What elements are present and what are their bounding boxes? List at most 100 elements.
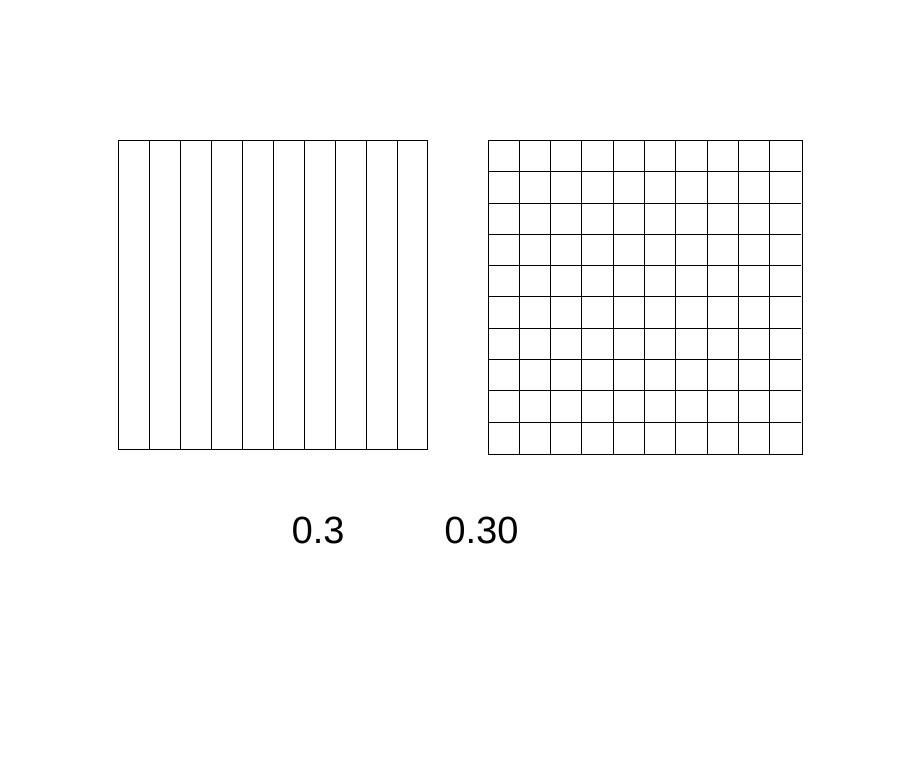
hundredths-cell (770, 360, 801, 391)
hundredths-cell (645, 172, 676, 203)
hundredths-cell (708, 204, 739, 235)
tenths-strip (367, 141, 398, 449)
left-grid-label: 0.3 (292, 510, 345, 553)
hundredths-cell (489, 172, 520, 203)
hundredths-cell (614, 204, 645, 235)
hundredths-cell (614, 360, 645, 391)
hundredths-cell (676, 423, 707, 454)
hundredths-cell (645, 266, 676, 297)
hundredths-cell (676, 329, 707, 360)
hundredths-cell (489, 266, 520, 297)
hundredths-cell (770, 297, 801, 328)
hundredths-cell (582, 172, 613, 203)
hundredths-cell (551, 391, 582, 422)
hundredths-cell (708, 423, 739, 454)
tenths-grid (118, 140, 428, 450)
hundredths-cell (708, 329, 739, 360)
hundredths-cell (708, 141, 739, 172)
hundredths-cell (676, 235, 707, 266)
hundredths-cell (739, 141, 770, 172)
hundredths-cell (770, 141, 801, 172)
hundredths-cell (489, 297, 520, 328)
grids-container (0, 140, 920, 455)
hundredths-cell (551, 360, 582, 391)
hundredths-grid (488, 140, 803, 455)
hundredths-cell (739, 360, 770, 391)
hundredths-cell (739, 329, 770, 360)
hundredths-cell (582, 266, 613, 297)
hundredths-cell (520, 329, 551, 360)
hundredths-cell (770, 423, 801, 454)
hundredths-cell (489, 423, 520, 454)
hundredths-cell (582, 235, 613, 266)
right-grid-label: 0.30 (444, 510, 518, 553)
hundredths-cell (614, 235, 645, 266)
hundredths-cell (489, 360, 520, 391)
hundredths-cell (582, 391, 613, 422)
hundredths-cell (582, 297, 613, 328)
hundredths-cell (645, 141, 676, 172)
hundredths-cell (676, 141, 707, 172)
hundredths-cell (489, 391, 520, 422)
hundredths-cell (645, 297, 676, 328)
hundredths-cell (551, 297, 582, 328)
hundredths-cell (614, 329, 645, 360)
hundredths-cell (770, 266, 801, 297)
hundredths-cell (676, 391, 707, 422)
hundredths-cell (739, 423, 770, 454)
hundredths-cell (676, 266, 707, 297)
hundredths-cell (739, 391, 770, 422)
hundredths-cell (614, 266, 645, 297)
hundredths-cell (489, 204, 520, 235)
hundredths-cell (520, 235, 551, 266)
hundredths-cell (551, 141, 582, 172)
hundredths-cell (708, 172, 739, 203)
hundredths-cell (770, 329, 801, 360)
tenths-strip (119, 449, 150, 757)
hundredths-cell (614, 141, 645, 172)
hundredths-cell (739, 297, 770, 328)
hundredths-cell (614, 172, 645, 203)
hundredths-cell (645, 360, 676, 391)
tenths-strip (212, 141, 243, 449)
tenths-strip (150, 141, 181, 449)
hundredths-cell (489, 329, 520, 360)
hundredths-cell (520, 266, 551, 297)
hundredths-cell (614, 391, 645, 422)
hundredths-cell (520, 423, 551, 454)
hundredths-cell (582, 141, 613, 172)
hundredths-cell (770, 172, 801, 203)
hundredths-cell (614, 297, 645, 328)
right-panel (488, 140, 803, 455)
hundredths-cell (770, 235, 801, 266)
hundredths-cell (645, 235, 676, 266)
hundredths-cell (739, 235, 770, 266)
hundredths-cell (582, 204, 613, 235)
hundredths-cell (676, 172, 707, 203)
labels-row: 0.3 0.30 (0, 510, 920, 553)
tenths-strip (119, 141, 150, 449)
hundredths-cell (520, 297, 551, 328)
hundredths-cell (551, 204, 582, 235)
hundredths-cell (645, 204, 676, 235)
hundredths-cell (582, 423, 613, 454)
tenths-strip (243, 141, 274, 449)
hundredths-cell (645, 329, 676, 360)
tenths-strip (181, 141, 212, 449)
hundredths-cell (582, 329, 613, 360)
tenths-strip (305, 141, 336, 449)
hundredths-cell (739, 204, 770, 235)
hundredths-cell (551, 172, 582, 203)
hundredths-cell (520, 360, 551, 391)
hundredths-cell (645, 391, 676, 422)
hundredths-cell (708, 266, 739, 297)
hundredths-cell (520, 172, 551, 203)
hundredths-cell (708, 297, 739, 328)
hundredths-cell (676, 297, 707, 328)
tenths-strip (336, 141, 367, 449)
hundredths-cell (551, 266, 582, 297)
hundredths-cell (739, 266, 770, 297)
hundredths-cell (551, 423, 582, 454)
hundredths-cell (739, 172, 770, 203)
hundredths-cell (708, 391, 739, 422)
